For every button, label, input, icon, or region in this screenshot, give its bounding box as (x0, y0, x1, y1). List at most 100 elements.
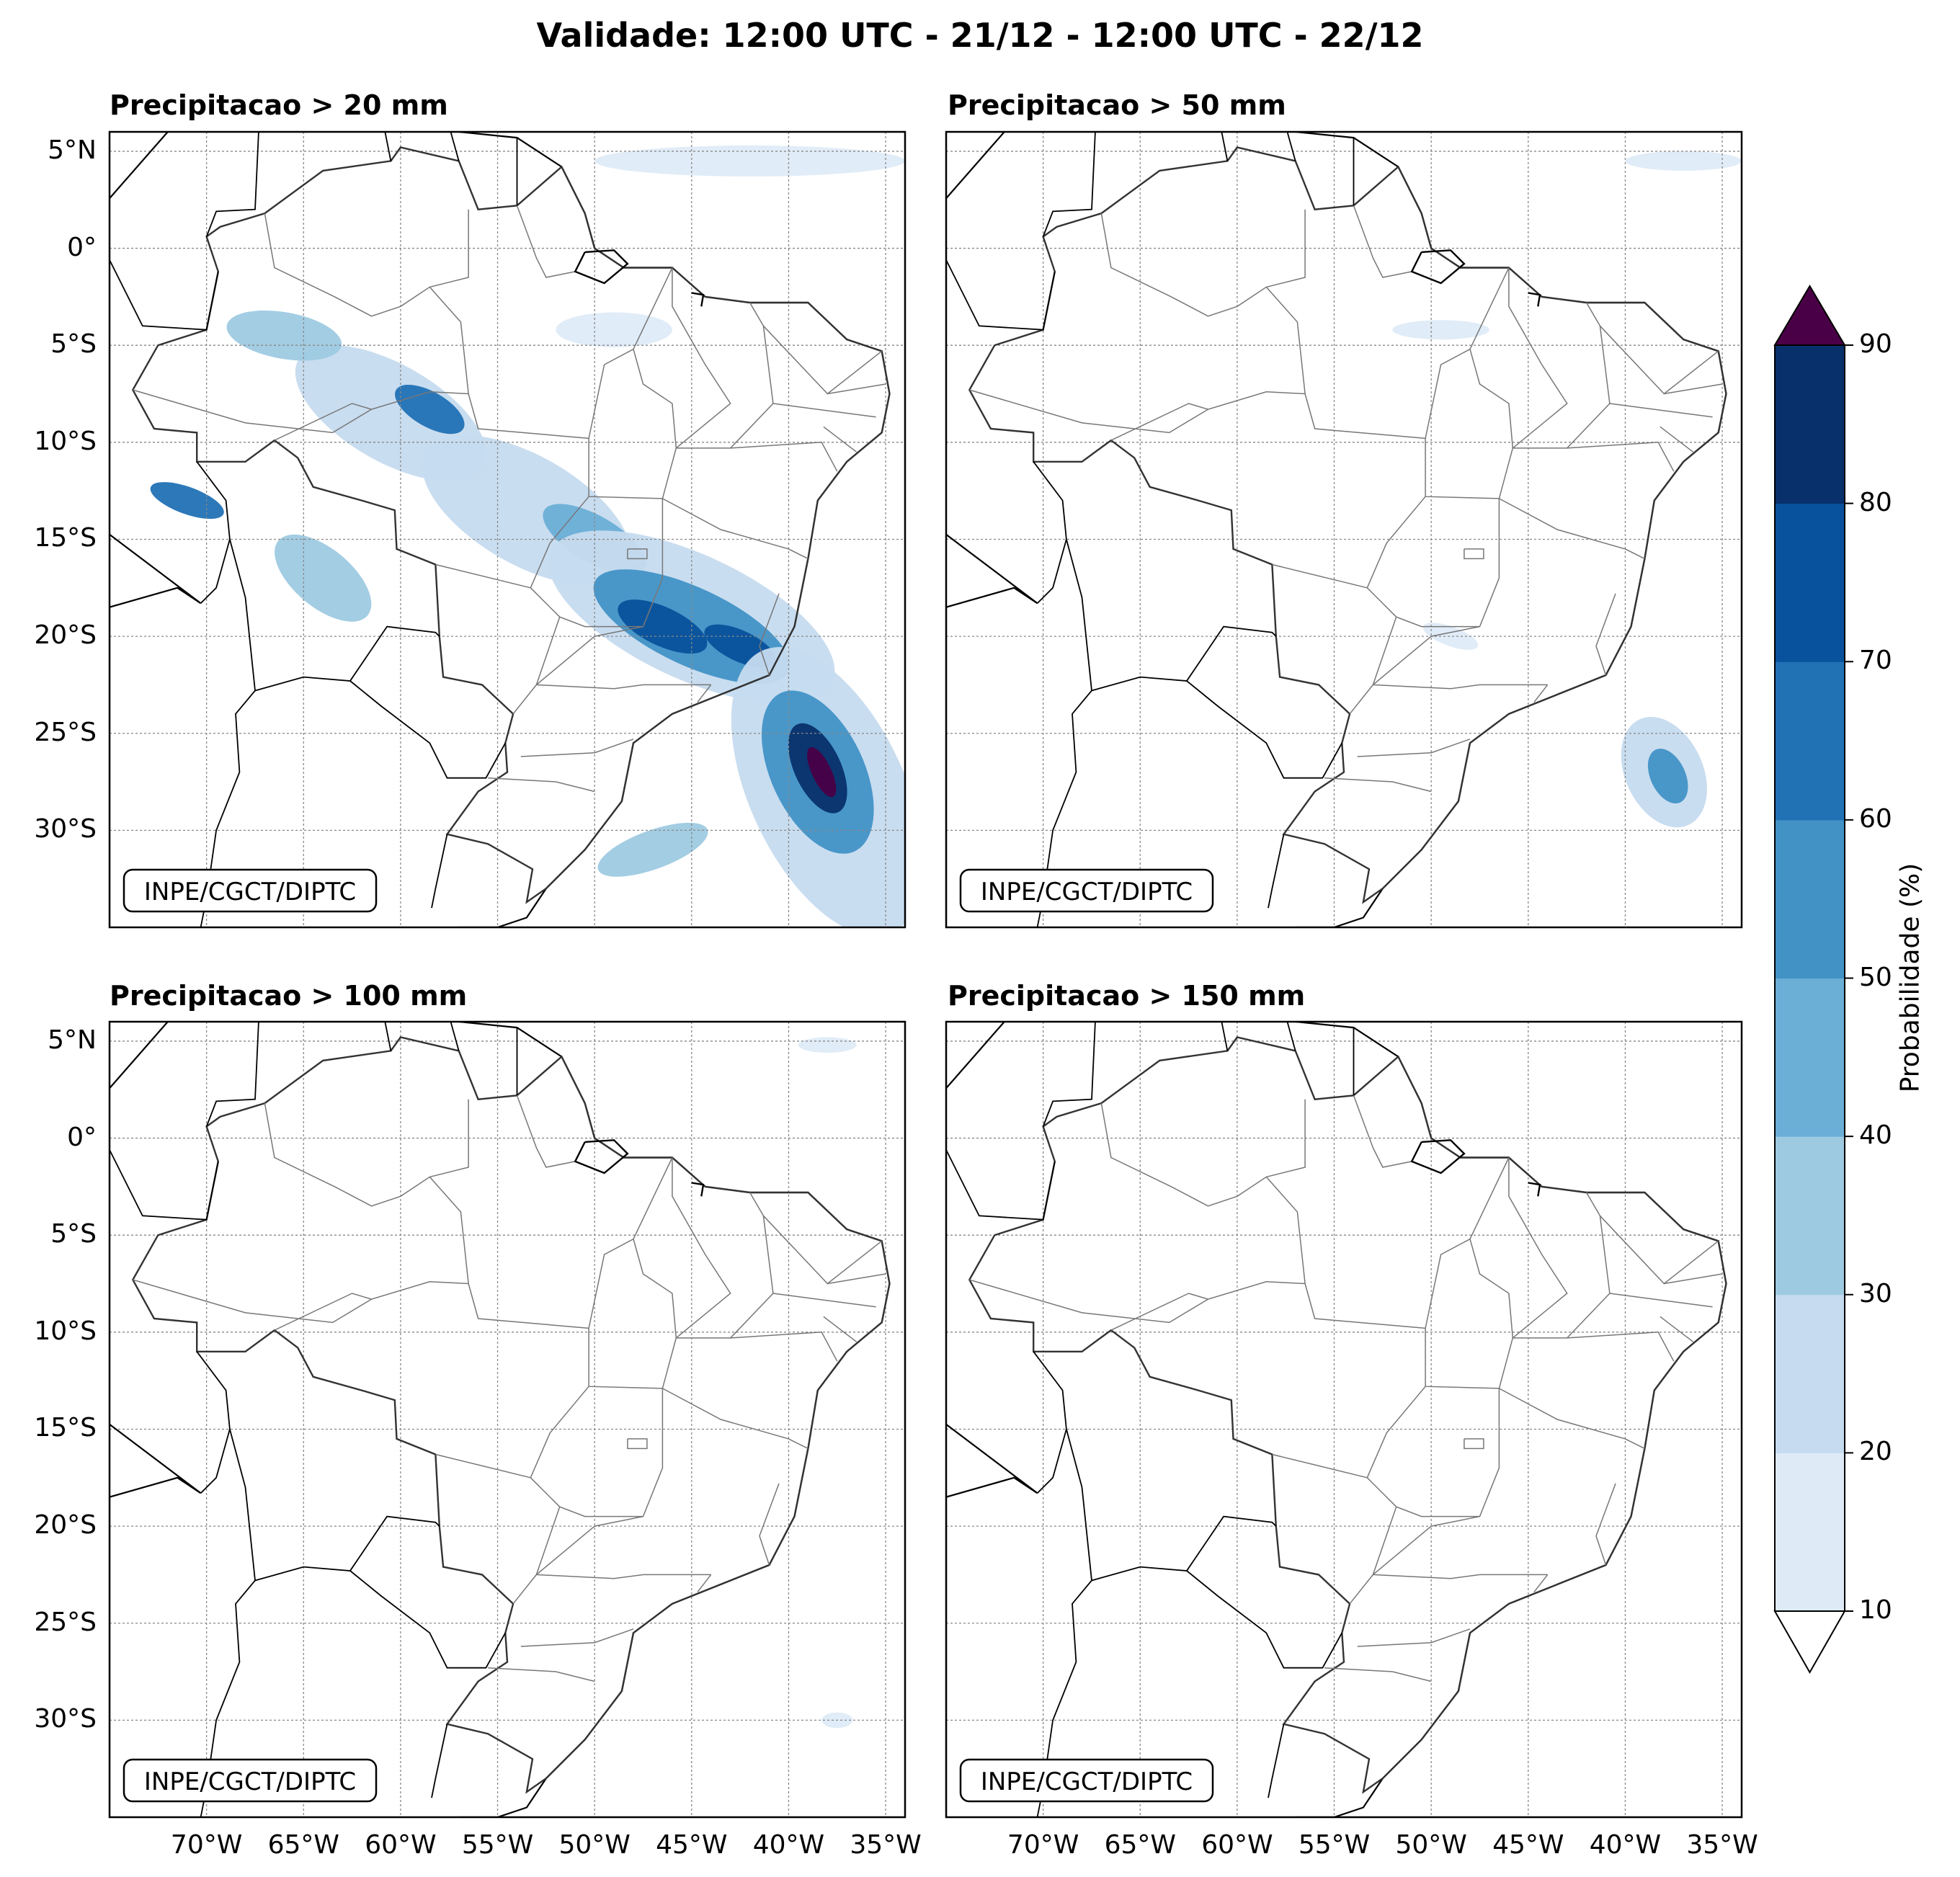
brazil-border (131, 1036, 891, 1794)
country-border (1033, 461, 1067, 604)
lon-tick-label: 70°W (170, 1830, 243, 1860)
state-border (535, 1515, 643, 1575)
state-border (274, 1176, 469, 1331)
country-border (431, 1724, 448, 1798)
probability-region-11 (226, 310, 342, 361)
state-border (468, 393, 589, 440)
credit-box (959, 1758, 1214, 1803)
lat-tick-label: 25°S (34, 717, 97, 747)
island-outline (1410, 1139, 1466, 1174)
probability-region-5 (1422, 623, 1479, 650)
map-panel-1: INPE/CGCT/DIPTC (108, 130, 906, 929)
colorbar-title: Probabilidade (%) (1895, 862, 1925, 1093)
brazil-border (968, 1036, 1727, 1794)
country-border (1268, 1724, 1285, 1798)
state-border (1349, 616, 1397, 715)
state-border (1353, 1095, 1412, 1168)
state-border (633, 267, 731, 449)
country-border (1042, 1022, 1096, 1127)
state-border (1469, 1157, 1568, 1339)
country-border (1091, 1515, 1277, 1582)
state-border (1513, 302, 1611, 449)
country-border (450, 132, 460, 161)
state-border (823, 426, 858, 452)
state-border (1599, 325, 1719, 395)
lat-tick-label: 20°S (34, 620, 97, 651)
state-border (435, 1453, 531, 1479)
state-border (530, 1386, 664, 1517)
state-border (1464, 1438, 1484, 1450)
state-border (969, 389, 1208, 434)
state-border (662, 498, 808, 560)
lat-tick-label: 30°S (34, 814, 97, 844)
lat-tick-label: 0° (67, 232, 97, 262)
lon-tick-label: 35°W (1686, 1830, 1758, 1860)
map-frame (945, 1020, 1743, 1819)
country-border (110, 258, 219, 331)
lat-tick-label: 5°N (48, 1025, 97, 1055)
state-border (1469, 267, 1568, 449)
state-border (1664, 383, 1723, 395)
lon-tick-label: 65°W (267, 1830, 339, 1860)
brazil-border (968, 146, 1727, 904)
state-border (1100, 1099, 1306, 1207)
lon-tick-label: 45°W (1492, 1830, 1564, 1860)
lon-tick-label: 55°W (1298, 1830, 1371, 1860)
state-border (633, 1157, 731, 1339)
state-border (730, 1332, 838, 1362)
state-border (759, 1483, 780, 1566)
state-border (1567, 1332, 1675, 1362)
state-border (1372, 625, 1480, 685)
credit-label: INPE/CGCT/DIPTC (144, 1767, 356, 1796)
colorbar-tick-label: 90 (1859, 329, 1892, 359)
lon-tick-label: 40°W (752, 1830, 825, 1860)
state-border (1464, 548, 1484, 560)
state-border (264, 209, 469, 317)
state-border (1272, 1453, 1368, 1479)
country-border (349, 680, 507, 779)
state-border (1304, 393, 1426, 440)
probability-region-7 (618, 599, 708, 654)
state-border (520, 739, 634, 757)
state-border (823, 1316, 858, 1342)
state-border (1304, 1283, 1426, 1329)
lat-tick-label: 20°S (34, 1510, 97, 1541)
map-panel-2: INPE/CGCT/DIPTC (945, 130, 1743, 929)
country-border (946, 258, 1056, 331)
colorbar-tick-label: 20 (1859, 1437, 1892, 1467)
state-border (1373, 1574, 1548, 1579)
country-border (196, 1351, 231, 1494)
panel-title-20mm: Precipitacao > 20 mm (110, 89, 448, 121)
state-border (1595, 1483, 1616, 1566)
lon-tick-label: 55°W (461, 1830, 534, 1860)
colorbar-segment-6 (1775, 661, 1845, 821)
lat-tick-label: 5°S (50, 1219, 97, 1249)
state-border (1357, 739, 1471, 757)
state-border (827, 1273, 886, 1285)
state-border (969, 1279, 1208, 1324)
lat-tick-label: 15°S (34, 523, 97, 553)
map-frame (108, 1020, 906, 1819)
state-border (697, 684, 712, 703)
state-border (1425, 1238, 1514, 1389)
credit-box (122, 1758, 378, 1803)
island-outline (574, 249, 629, 285)
state-border (1372, 1515, 1480, 1575)
country-border (254, 1515, 440, 1582)
lat-tick-label: 0° (67, 1122, 97, 1152)
island-outline (1528, 292, 1541, 307)
state-border (1272, 563, 1368, 589)
country-border (450, 1022, 460, 1051)
probability-region-1 (798, 1037, 857, 1053)
colorbar-segment-1 (1775, 1453, 1845, 1612)
probability-region-18 (597, 822, 708, 877)
coastline (946, 1022, 1727, 1817)
state-border (512, 1506, 561, 1605)
state-border (762, 1215, 883, 1285)
state-border (1660, 426, 1694, 452)
coastline (946, 132, 1727, 927)
country-border (1033, 1351, 1067, 1494)
state-border (516, 205, 576, 278)
colorbar-segment-2 (1775, 1294, 1845, 1453)
state-border (488, 777, 595, 793)
